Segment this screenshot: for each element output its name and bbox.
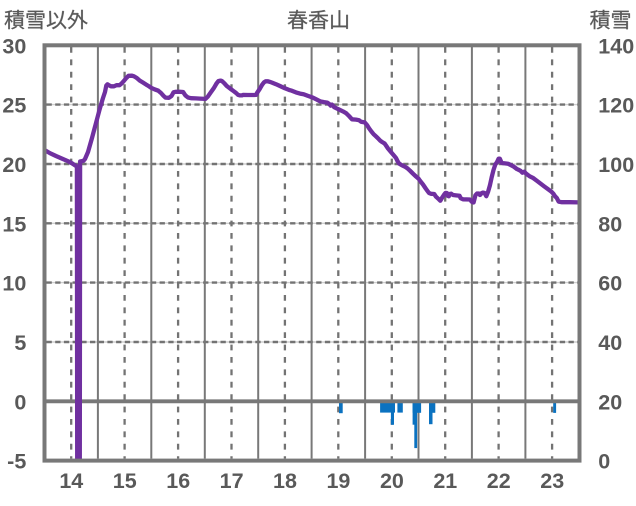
svg-text:30: 30 (2, 34, 26, 58)
svg-text:0: 0 (598, 450, 610, 474)
svg-text:10: 10 (2, 272, 26, 296)
svg-text:120: 120 (598, 94, 634, 118)
svg-text:0: 0 (14, 390, 26, 414)
svg-text:14: 14 (59, 469, 83, 493)
svg-text:15: 15 (113, 469, 137, 493)
svg-text:100: 100 (598, 153, 634, 177)
svg-text:-5: -5 (7, 450, 26, 474)
svg-text:19: 19 (326, 469, 350, 493)
svg-text:5: 5 (14, 331, 26, 355)
svg-text:25: 25 (2, 94, 26, 118)
svg-text:17: 17 (220, 469, 244, 493)
svg-text:40: 40 (598, 331, 622, 355)
svg-text:80: 80 (598, 212, 622, 236)
svg-text:60: 60 (598, 272, 622, 296)
svg-text:22: 22 (487, 469, 511, 493)
svg-text:18: 18 (273, 469, 297, 493)
svg-text:20: 20 (598, 390, 622, 414)
svg-text:15: 15 (2, 212, 26, 236)
svg-text:140: 140 (598, 34, 634, 58)
svg-text:20: 20 (380, 469, 404, 493)
svg-text:16: 16 (166, 469, 190, 493)
svg-text:20: 20 (2, 153, 26, 177)
svg-text:21: 21 (433, 469, 457, 493)
svg-text:23: 23 (540, 469, 564, 493)
